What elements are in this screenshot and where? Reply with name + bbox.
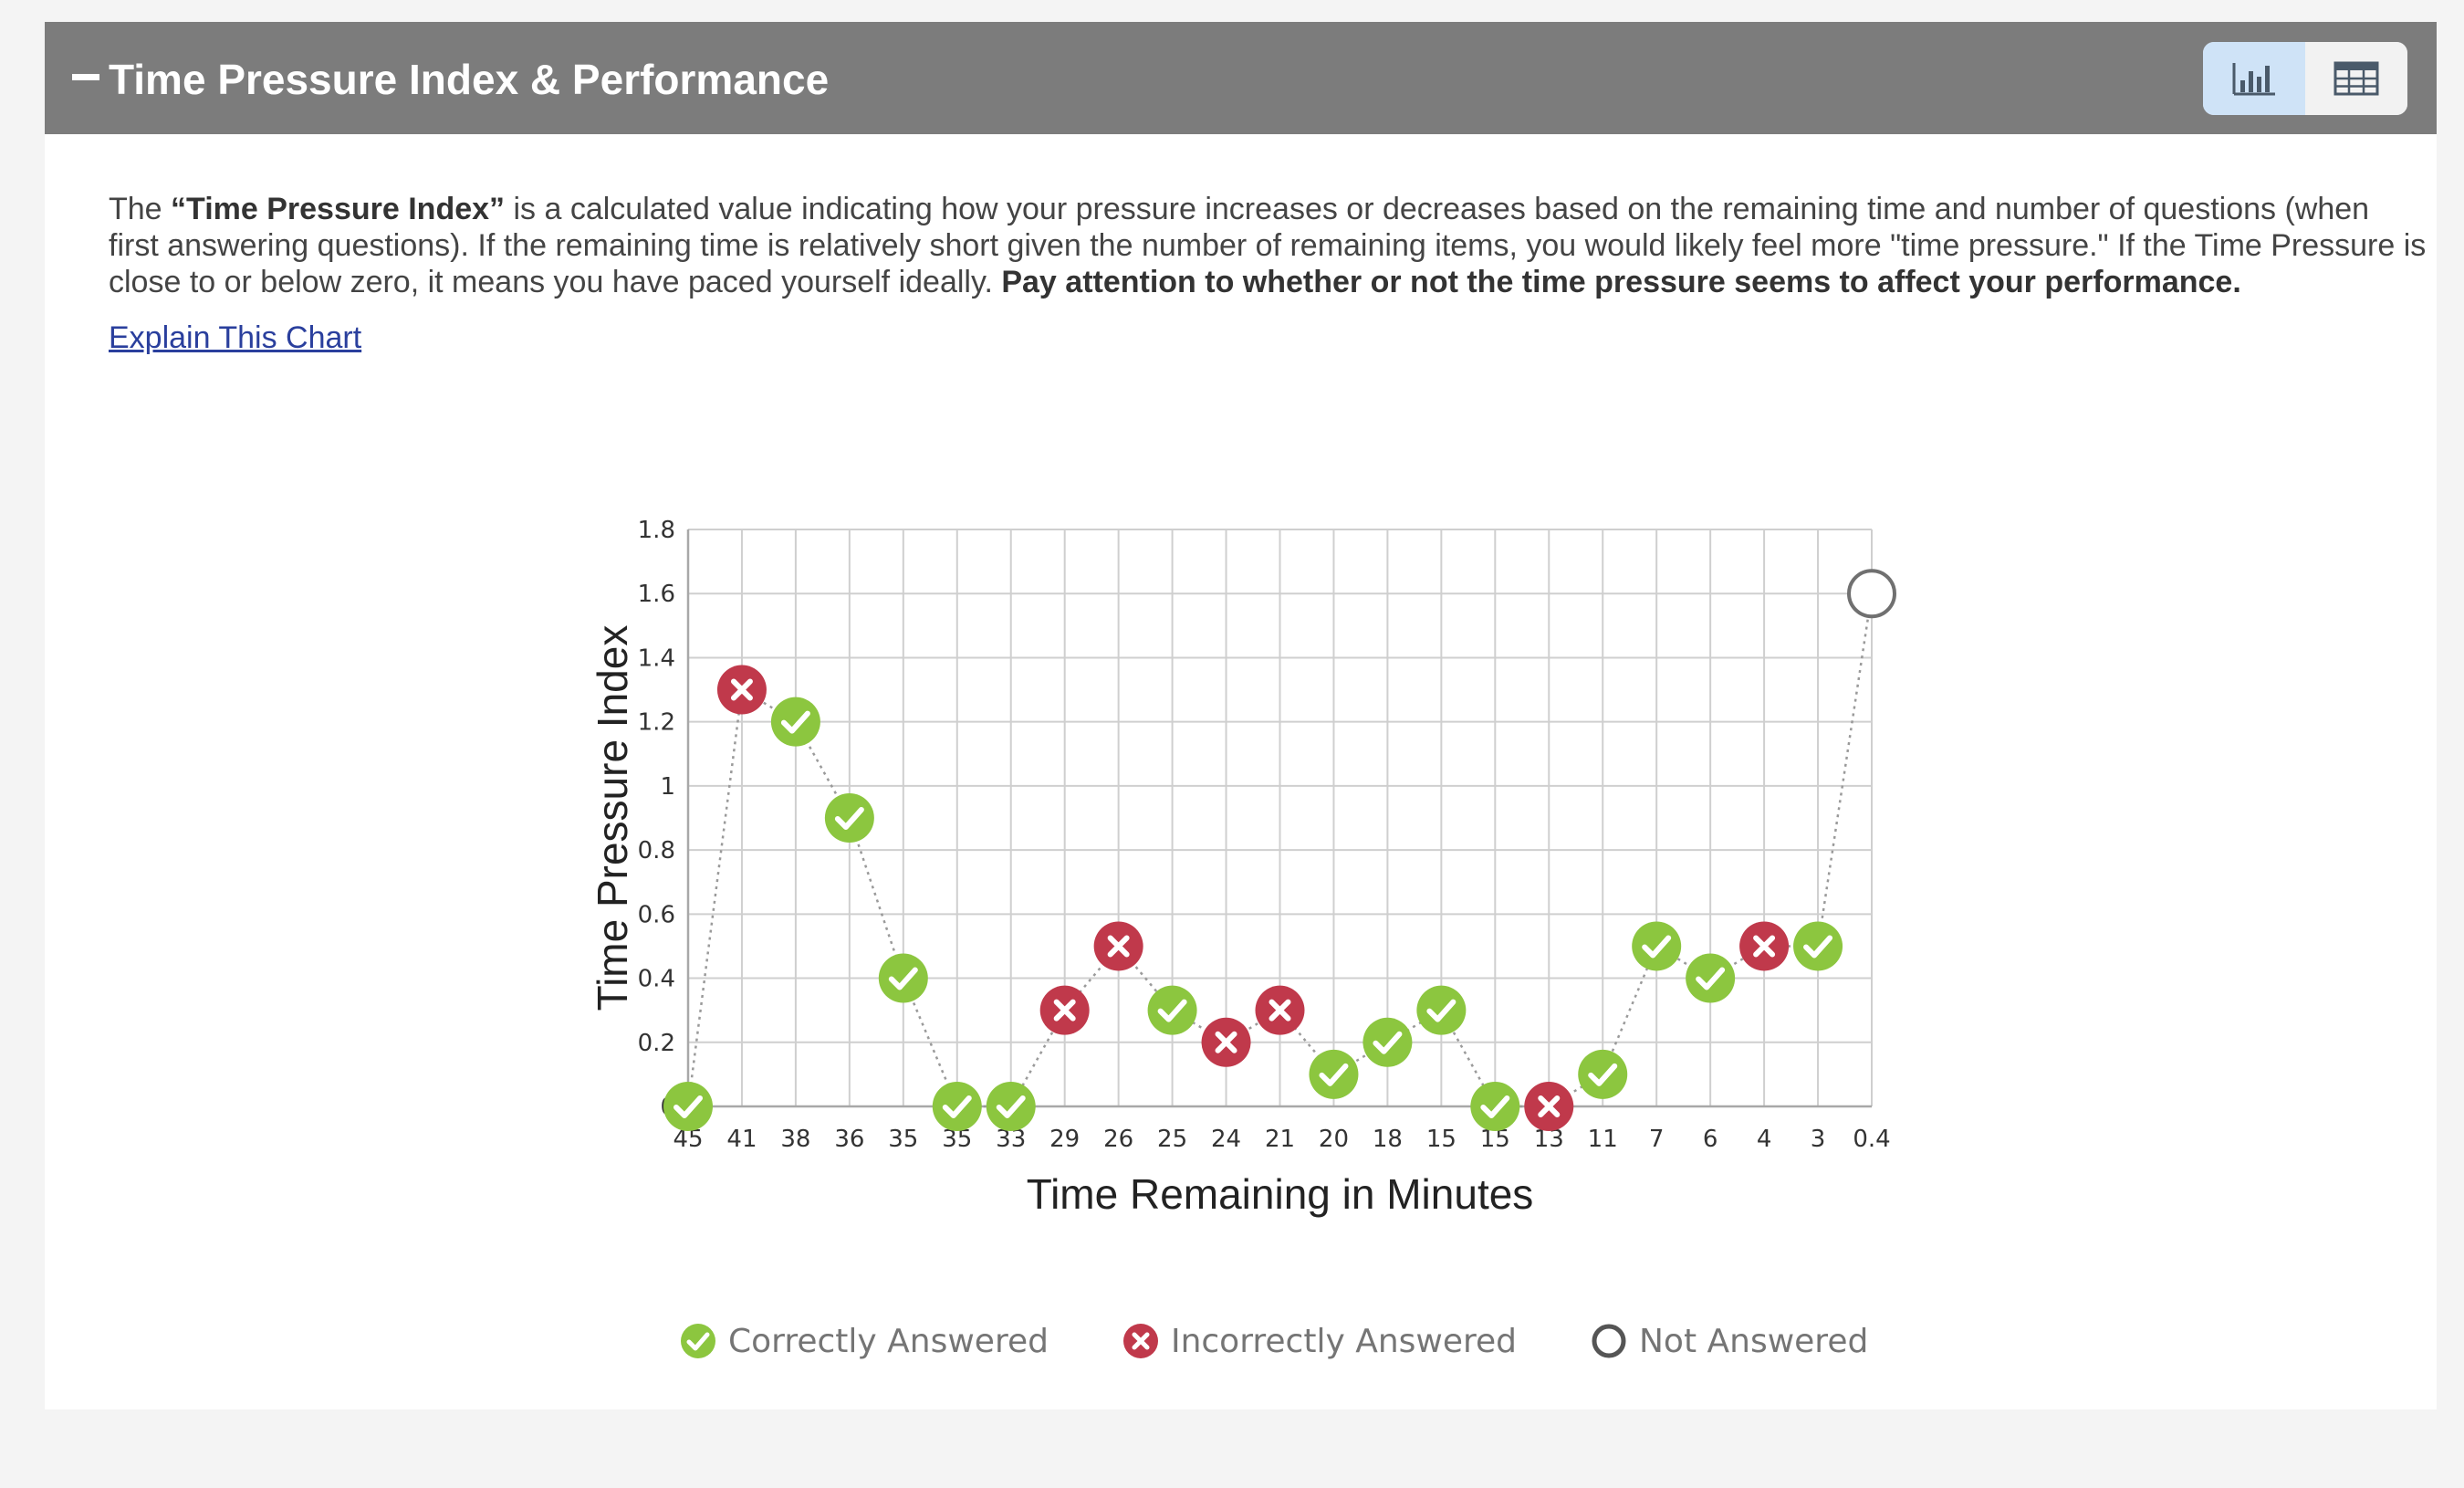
- x-tick-label: 26: [1103, 1126, 1133, 1153]
- data-point-correct[interactable]: [1578, 1049, 1628, 1099]
- data-point-correct[interactable]: [1147, 985, 1197, 1035]
- x-tick-label: 29: [1049, 1126, 1080, 1153]
- y-tick-label: 1.4: [638, 644, 675, 672]
- data-point-correct[interactable]: [932, 1082, 982, 1131]
- data-point-correct[interactable]: [878, 953, 928, 1003]
- x-axis-title: Time Remaining in Minutes: [1027, 1170, 1534, 1218]
- time-pressure-panel: Time Pressure Index & Performance: [45, 22, 2437, 1409]
- time-pressure-chart: 00.20.40.60.811.21.41.61.845413836353533…: [589, 517, 1896, 1218]
- data-point-incorrect[interactable]: [1739, 921, 1790, 971]
- y-axis-title: Time Pressure Index: [589, 625, 636, 1011]
- description-text: The “Time Pressure Index” is a calculate…: [109, 191, 2427, 300]
- legend-correct[interactable]: Correctly Answered: [679, 1322, 1049, 1360]
- data-point-incorrect[interactable]: [1039, 985, 1090, 1035]
- data-point-correct[interactable]: [824, 793, 874, 843]
- panel-title: Time Pressure Index & Performance: [109, 56, 830, 103]
- data-point-correct[interactable]: [1470, 1082, 1520, 1131]
- table-grid-icon: [2333, 61, 2379, 96]
- x-tick-label: 6: [1703, 1126, 1718, 1153]
- bar-chart-icon: [2232, 63, 2275, 96]
- x-tick-label: 3: [1811, 1126, 1826, 1153]
- data-point-correct[interactable]: [986, 1082, 1036, 1131]
- description-term: “Time Pressure Index”: [171, 192, 506, 226]
- chart-view-button[interactable]: [2203, 42, 2305, 115]
- data-point-incorrect[interactable]: [1255, 985, 1305, 1035]
- x-icon: [1122, 1324, 1158, 1358]
- data-point-correct[interactable]: [663, 1082, 713, 1131]
- data-point-incorrect[interactable]: [716, 665, 767, 715]
- data-point-correct[interactable]: [1363, 1017, 1413, 1067]
- minus-icon[interactable]: [72, 74, 99, 80]
- x-tick-label: 38: [780, 1126, 810, 1153]
- data-point-incorrect[interactable]: [1201, 1017, 1251, 1067]
- chart-legend: Correctly Answered Incorrectly Answered …: [679, 1318, 1868, 1364]
- x-tick-label: 0.4: [1853, 1126, 1890, 1153]
- x-tick-label: 20: [1319, 1126, 1349, 1153]
- y-tick-label: 0.4: [638, 966, 675, 993]
- x-tick-label: 15: [1426, 1126, 1456, 1153]
- legend-correct-label: Correctly Answered: [728, 1322, 1049, 1360]
- table-view-button[interactable]: [2305, 42, 2407, 115]
- data-point-correct[interactable]: [1309, 1049, 1359, 1099]
- description-intro: The: [109, 192, 172, 226]
- page: Time Pressure Index & Performance: [8, 0, 2464, 1488]
- check-icon: [681, 1324, 715, 1358]
- empty-circle-icon: [1592, 1324, 1626, 1358]
- y-tick-label: 1: [660, 773, 675, 801]
- y-tick-label: 1.6: [638, 581, 675, 608]
- y-tick-label: 1.2: [638, 709, 675, 737]
- legend-incorrect-label: Incorrectly Answered: [1170, 1322, 1517, 1360]
- data-point-incorrect[interactable]: [1093, 921, 1143, 971]
- legend-unanswered-label: Not Answered: [1639, 1322, 1869, 1360]
- panel-header: Time Pressure Index & Performance: [45, 22, 2437, 134]
- y-tick-label: 1.8: [638, 517, 675, 544]
- data-point-correct[interactable]: [1686, 953, 1736, 1003]
- data-point-correct[interactable]: [1416, 985, 1467, 1035]
- explain-chart-link[interactable]: Explain This Chart: [109, 320, 362, 355]
- x-tick-label: 35: [888, 1126, 918, 1153]
- data-point-correct[interactable]: [1632, 921, 1682, 971]
- data-point-correct[interactable]: [1793, 921, 1843, 971]
- x-tick-label: 4: [1757, 1126, 1772, 1153]
- x-tick-label: 18: [1373, 1126, 1403, 1153]
- data-point-unanswered[interactable]: [1847, 569, 1896, 619]
- description-emphasis: Pay attention to whether or not the time…: [1001, 265, 2241, 299]
- x-tick-label: 7: [1649, 1126, 1665, 1153]
- data-point-correct[interactable]: [770, 697, 820, 747]
- legend-unanswered[interactable]: Not Answered: [1590, 1322, 1868, 1360]
- x-tick-label: 25: [1157, 1126, 1187, 1153]
- description-body: is a calculated value indicating how you…: [109, 192, 2427, 299]
- x-tick-label: 24: [1211, 1126, 1241, 1153]
- y-tick-label: 0.2: [638, 1030, 675, 1057]
- x-tick-label: 11: [1588, 1126, 1618, 1153]
- x-tick-label: 41: [726, 1126, 757, 1153]
- view-toggle: [2203, 42, 2407, 115]
- x-tick-label: 21: [1265, 1126, 1295, 1153]
- y-tick-label: 0.6: [638, 901, 675, 928]
- x-tick-label: 36: [834, 1126, 864, 1153]
- legend-incorrect[interactable]: Incorrectly Answered: [1122, 1322, 1517, 1360]
- y-tick-label: 0.8: [638, 837, 675, 865]
- data-point-incorrect[interactable]: [1524, 1082, 1574, 1131]
